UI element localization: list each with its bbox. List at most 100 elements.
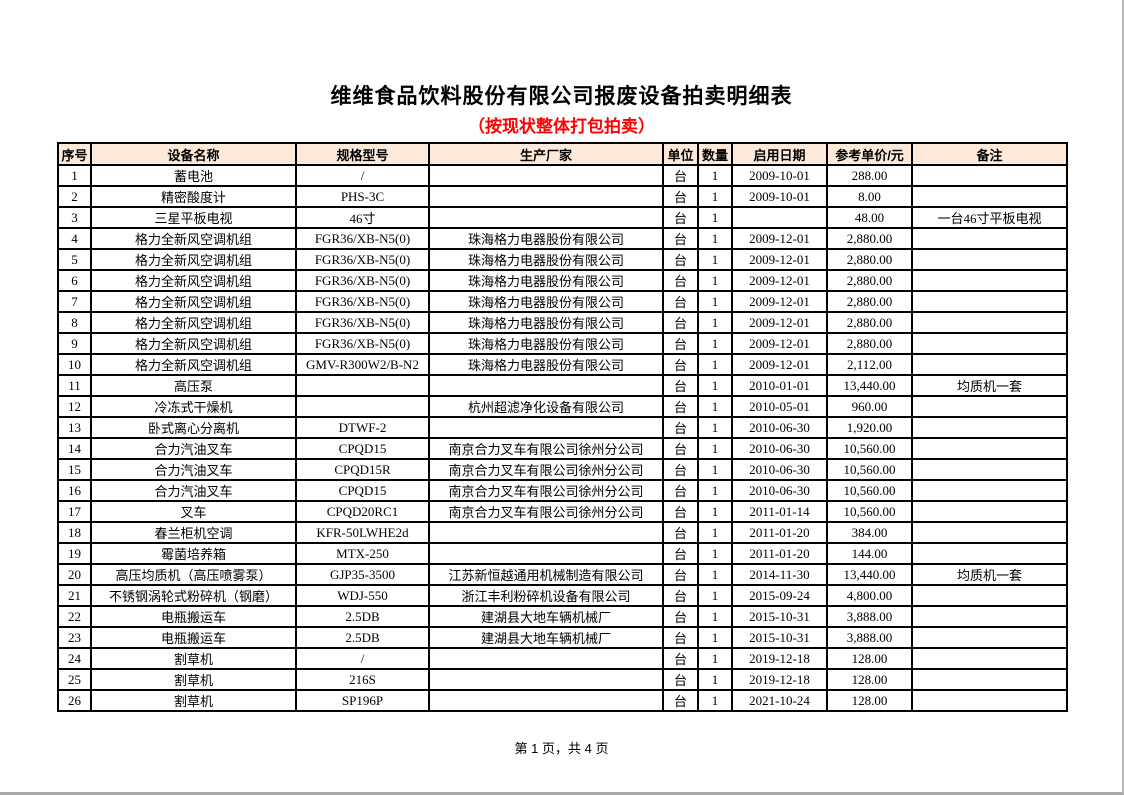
table-cell: 2009-12-01 bbox=[731, 248, 828, 271]
table-cell bbox=[911, 248, 1068, 271]
table-row: 10 格力全新风空调机组 GMV-R300W2/B-N2 珠海格力电器股份有限公司台 1… bbox=[57, 353, 1068, 376]
table-cell: 8 bbox=[57, 311, 92, 334]
table-cell: 2010-01-01 bbox=[731, 374, 828, 397]
table-cell: 台 bbox=[662, 500, 699, 523]
table-cell: MTX-250 bbox=[295, 542, 430, 565]
table-cell bbox=[911, 395, 1068, 418]
table-cell bbox=[295, 374, 430, 397]
table-cell: 台 bbox=[662, 647, 699, 670]
table-cell: 冷冻式干燥机 bbox=[90, 395, 297, 418]
table-cell: 珠海格力电器股份有限公司 bbox=[428, 248, 664, 271]
column-header: 启用日期 bbox=[731, 142, 828, 166]
table-cell bbox=[428, 647, 664, 670]
table-cell: 珠海格力电器股份有限公司 bbox=[428, 332, 664, 355]
table-cell: 1 bbox=[697, 332, 733, 355]
table-cell: 2,880.00 bbox=[826, 311, 913, 334]
table-cell: 2,112.00 bbox=[826, 353, 913, 376]
table-cell: 1 bbox=[697, 500, 733, 523]
table-row: 14 合力汽油叉车 CPQD15 南京合力叉车有限公司徐州分公司台 1 2010-06-3… bbox=[57, 437, 1068, 460]
table-cell: FGR36/XB-N5(0) bbox=[295, 311, 430, 334]
table-cell: 2010-06-30 bbox=[731, 416, 828, 439]
table-cell: 10,560.00 bbox=[826, 479, 913, 502]
table-cell: 1 bbox=[57, 164, 92, 187]
table-cell: 台 bbox=[662, 437, 699, 460]
table-cell: 1 bbox=[697, 584, 733, 607]
table-cell: 25 bbox=[57, 668, 92, 691]
table-cell: 台 bbox=[662, 689, 699, 712]
table-cell: 台 bbox=[662, 311, 699, 334]
table-cell: CPQD15 bbox=[295, 479, 430, 502]
table-cell bbox=[911, 332, 1068, 355]
table-cell: 1 bbox=[697, 647, 733, 670]
table-cell: 2 bbox=[57, 185, 92, 208]
table-cell: 台 bbox=[662, 290, 699, 313]
table-cell bbox=[911, 458, 1068, 481]
table-cell: 台 bbox=[662, 521, 699, 544]
table-cell bbox=[911, 269, 1068, 292]
table-cell: 12 bbox=[57, 395, 92, 418]
table-cell: 1 bbox=[697, 668, 733, 691]
table-cell: FGR36/XB-N5(0) bbox=[295, 290, 430, 313]
table-row: 25 割草机 216S 台 1 2019-12-18 128.00 bbox=[57, 668, 1068, 691]
table-cell: PHS-3C bbox=[295, 185, 430, 208]
table-cell: 21 bbox=[57, 584, 92, 607]
table-cell: 霉菌培养箱 bbox=[90, 542, 297, 565]
table-header: 序号 设备名称 规格型号 生产厂家 单位 数量 启用日期 参考单价/元 备注 bbox=[57, 142, 1068, 166]
table-cell: 春兰柜机空调 bbox=[90, 521, 297, 544]
table-cell: 台 bbox=[662, 563, 699, 586]
table-cell: CPQD15R bbox=[295, 458, 430, 481]
table-cell: 2009-12-01 bbox=[731, 227, 828, 250]
table-cell: 3 bbox=[57, 206, 92, 229]
table-cell: 6 bbox=[57, 269, 92, 292]
table-cell: 13,440.00 bbox=[826, 374, 913, 397]
table-cell: 8.00 bbox=[826, 185, 913, 208]
table-cell: 2009-10-01 bbox=[731, 185, 828, 208]
table-cell bbox=[911, 185, 1068, 208]
table-cell: 18 bbox=[57, 521, 92, 544]
table-cell: 2,880.00 bbox=[826, 227, 913, 250]
table-cell bbox=[911, 584, 1068, 607]
table-cell: 16 bbox=[57, 479, 92, 502]
table-cell: 23 bbox=[57, 626, 92, 649]
table-cell bbox=[428, 521, 664, 544]
table-cell bbox=[911, 668, 1068, 691]
table-cell: 均质机一套 bbox=[911, 374, 1068, 397]
table-cell: 2009-12-01 bbox=[731, 332, 828, 355]
table-cell: 13,440.00 bbox=[826, 563, 913, 586]
table-row: 13 卧式离心分离机 DTWF-2 台 1 2010-06-30 1,920.00 bbox=[57, 416, 1068, 439]
table-cell: 2,880.00 bbox=[826, 332, 913, 355]
table-row: 1 蓄电池 / 台 1 2009-10-01 288.00 bbox=[57, 164, 1068, 187]
table-cell bbox=[911, 227, 1068, 250]
table-cell: FGR36/XB-N5(0) bbox=[295, 227, 430, 250]
table-cell: 合力汽油叉车 bbox=[90, 458, 297, 481]
table-row: 15 合力汽油叉车 CPQD15R 南京合力叉车有限公司徐州分公司台 1 2010-06-… bbox=[57, 458, 1068, 481]
table-cell: 均质机一套 bbox=[911, 563, 1068, 586]
table-cell bbox=[911, 605, 1068, 628]
table-cell: 1 bbox=[697, 689, 733, 712]
table-cell: / bbox=[295, 164, 430, 187]
table-cell: 台 bbox=[662, 668, 699, 691]
table-cell: 格力全新风空调机组 bbox=[90, 248, 297, 271]
table-cell: 格力全新风空调机组 bbox=[90, 332, 297, 355]
table-cell: 2010-06-30 bbox=[731, 479, 828, 502]
table-cell: 南京合力叉车有限公司徐州分公司 bbox=[428, 458, 664, 481]
table-cell: 2011-01-20 bbox=[731, 521, 828, 544]
table-cell bbox=[911, 311, 1068, 334]
table-cell: 台 bbox=[662, 269, 699, 292]
table-row: 5 格力全新风空调机组 FGR36/XB-N5(0) 珠海格力电器股份有限公司台 1 20… bbox=[57, 248, 1068, 271]
table-cell: 格力全新风空调机组 bbox=[90, 269, 297, 292]
table-row: 16 合力汽油叉车 CPQD15 南京合力叉车有限公司徐州分公司台 1 2010-06-3… bbox=[57, 479, 1068, 502]
table-cell: 1 bbox=[697, 458, 733, 481]
column-header: 参考单价/元 bbox=[826, 142, 913, 166]
table-row: 2 精密酸度计 PHS-3C 台 1 2009-10-01 8.00 bbox=[57, 185, 1068, 208]
table-cell: 合力汽油叉车 bbox=[90, 479, 297, 502]
column-header: 备注 bbox=[911, 142, 1068, 166]
table-cell: SP196P bbox=[295, 689, 430, 712]
table-cell: 台 bbox=[662, 416, 699, 439]
table-cell: 一台46寸平板电视 bbox=[911, 206, 1068, 229]
table-cell: 2019-12-18 bbox=[731, 668, 828, 691]
table-cell: 割草机 bbox=[90, 668, 297, 691]
table-cell bbox=[295, 395, 430, 418]
table-row: 19 霉菌培养箱 MTX-250 台 1 2011-01-20 144.00 bbox=[57, 542, 1068, 565]
